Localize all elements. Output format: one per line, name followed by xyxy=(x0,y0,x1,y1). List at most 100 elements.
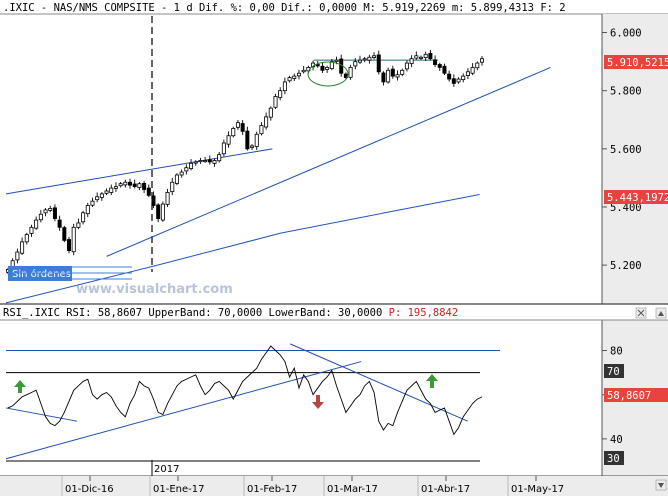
rsi-trendline xyxy=(5,407,78,422)
candle xyxy=(207,155,212,165)
rsi-trendline xyxy=(5,361,362,460)
candle xyxy=(240,120,245,135)
candle xyxy=(203,156,208,163)
sell-arrow-icon xyxy=(312,395,324,409)
ma-value-badge: 5.443,1972 xyxy=(604,190,668,204)
candle xyxy=(62,225,67,243)
candle xyxy=(118,181,123,188)
candle xyxy=(292,73,297,82)
last-price-badge: 5.910,5215 xyxy=(604,55,668,69)
candle xyxy=(264,112,269,130)
candle xyxy=(81,211,86,225)
candle xyxy=(381,71,386,86)
candle xyxy=(376,50,381,75)
moving-average-line xyxy=(5,193,480,304)
candle xyxy=(320,61,325,73)
candle xyxy=(212,158,217,167)
candle xyxy=(76,218,81,230)
candle xyxy=(461,73,466,83)
price-tick-label: 6.000 xyxy=(610,28,642,40)
rsi-current-value: 58,8607 xyxy=(607,390,651,402)
candle xyxy=(437,62,442,71)
candle xyxy=(90,197,95,207)
price-tick-label: 5.200 xyxy=(610,260,642,272)
candle xyxy=(184,164,189,175)
candle xyxy=(123,179,128,188)
svg-text:RSI_.IXIC RSI: 58,8607 UpperBa: RSI_.IXIC RSI: 58,8607 UpperBand: 70,000… xyxy=(3,307,458,319)
upper-band-badge: 70 xyxy=(604,364,624,378)
buy-arrow-icon xyxy=(14,380,26,393)
candle xyxy=(151,191,156,209)
panel-close-icon[interactable] xyxy=(635,307,647,319)
candle xyxy=(451,74,456,87)
candle xyxy=(142,180,147,194)
price-header: .IXIC - NAS/NMS COMPSITE - 1 d Dif. %: 0… xyxy=(3,2,566,14)
candle xyxy=(278,87,283,101)
candle xyxy=(231,126,236,138)
candle xyxy=(268,106,273,121)
candle xyxy=(400,68,405,77)
candle xyxy=(57,215,62,231)
candle xyxy=(38,209,43,223)
candle xyxy=(95,192,100,203)
candle xyxy=(296,69,301,80)
candle xyxy=(414,51,419,60)
price-tick-label: 5.800 xyxy=(610,86,642,98)
scroll-up-button[interactable] xyxy=(655,307,667,319)
candle xyxy=(165,188,170,207)
candle xyxy=(404,60,409,72)
candle xyxy=(104,188,109,196)
candle xyxy=(325,65,330,73)
candle xyxy=(465,68,470,80)
candle xyxy=(287,75,292,83)
candle xyxy=(34,216,39,230)
buy-arrow-icon xyxy=(426,374,438,388)
ma-value: 5.443,1972 xyxy=(607,192,668,204)
candle xyxy=(362,56,367,63)
price-trendline xyxy=(5,148,273,195)
scroll-down-button[interactable] xyxy=(655,479,667,491)
candle xyxy=(428,49,433,61)
rsi-tick-label: 40 xyxy=(610,434,623,446)
lower-band-value: 30 xyxy=(607,453,620,465)
price-tick-label: 5.400 xyxy=(610,202,642,214)
time-axis xyxy=(0,476,668,496)
candle xyxy=(357,55,362,64)
candle xyxy=(179,169,184,178)
candle xyxy=(48,205,53,213)
candle xyxy=(273,93,278,109)
time-tick-label: 01-May-17 xyxy=(511,484,564,495)
candle xyxy=(250,144,255,150)
candle xyxy=(15,248,20,264)
rsi-header: RSI_.IXIC RSI: 58,8607 UpperBand: 70,000… xyxy=(3,307,389,319)
candle xyxy=(85,202,90,218)
candle xyxy=(348,64,353,80)
candle xyxy=(24,232,29,245)
candle xyxy=(235,120,240,130)
candle xyxy=(367,54,372,64)
time-tick-label: 01-Dic-16 xyxy=(65,484,114,495)
candle xyxy=(409,55,414,68)
candle xyxy=(156,203,161,223)
candle xyxy=(217,152,222,163)
candle xyxy=(254,131,259,150)
candle xyxy=(390,65,395,79)
rsi-trendline xyxy=(289,343,468,422)
candle xyxy=(329,58,334,71)
candle xyxy=(29,224,34,237)
candle xyxy=(71,223,76,256)
candle xyxy=(315,61,320,68)
candle xyxy=(99,192,104,201)
watermark: www.visualchart.com xyxy=(76,282,233,297)
candle xyxy=(221,139,226,157)
candle xyxy=(226,131,231,148)
candle xyxy=(132,179,137,189)
rsi-tick-label: 80 xyxy=(610,346,623,358)
candle xyxy=(259,122,264,136)
candle xyxy=(447,70,452,82)
candle xyxy=(353,58,358,70)
candle xyxy=(170,177,175,196)
candle xyxy=(301,65,306,74)
time-tick-label: 01-Ene-17 xyxy=(153,484,204,495)
time-tick-label: 01-Feb-17 xyxy=(247,484,297,495)
